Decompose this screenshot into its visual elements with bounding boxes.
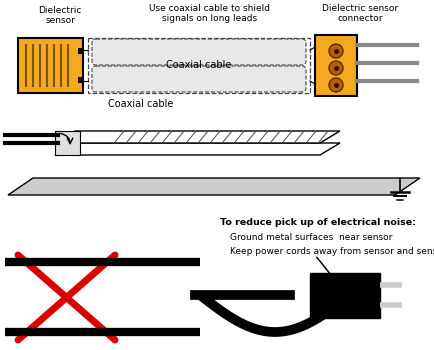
Bar [88, 38, 309, 93]
Bar [78, 77, 83, 83]
Bar [309, 273, 379, 318]
Text: Use coaxial cable to shield
signals on long leads: Use coaxial cable to shield signals on l… [149, 4, 270, 23]
Text: Coaxial cable: Coaxial cable [166, 61, 231, 70]
Circle shape [328, 44, 342, 58]
Polygon shape [8, 178, 419, 195]
Polygon shape [55, 131, 80, 155]
FancyBboxPatch shape [92, 39, 305, 65]
Text: Keep power cords away from sensor and sensor leads: Keep power cords away from sensor and se… [230, 247, 434, 256]
Bar [314, 35, 356, 96]
FancyBboxPatch shape [92, 66, 305, 92]
Text: To reduce pick up of electrical noise:: To reduce pick up of electrical noise: [220, 218, 415, 227]
Text: Dielectric sensor
connector: Dielectric sensor connector [321, 4, 397, 23]
Bar [18, 38, 83, 93]
Text: Coaxial cable: Coaxial cable [108, 99, 173, 109]
Polygon shape [55, 131, 339, 143]
Polygon shape [55, 143, 339, 155]
Circle shape [328, 78, 342, 92]
Text: Dielectric
sensor: Dielectric sensor [38, 6, 82, 26]
Text: Ground metal surfaces  near sensor: Ground metal surfaces near sensor [230, 233, 391, 242]
Circle shape [328, 61, 342, 75]
Bar [78, 48, 83, 54]
